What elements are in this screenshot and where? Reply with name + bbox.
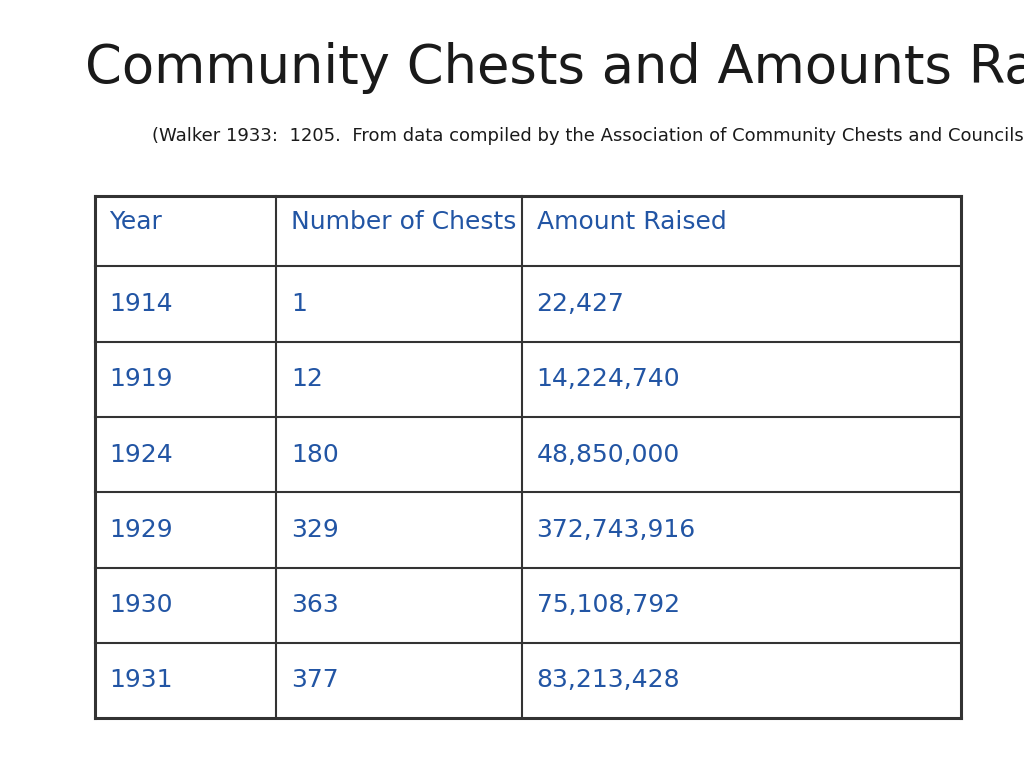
Text: 363: 363 <box>291 593 339 617</box>
Text: 1930: 1930 <box>110 593 173 617</box>
Text: 22,427: 22,427 <box>537 292 625 316</box>
Text: 1924: 1924 <box>110 442 173 467</box>
Text: (Walker 1933:  1205.  From data compiled by the Association of Community Chests : (Walker 1933: 1205. From data compiled b… <box>152 127 1024 144</box>
Text: Community Chests and Amounts Raised, 1914-1931: Community Chests and Amounts Raised, 191… <box>85 42 1024 94</box>
Text: Year: Year <box>110 210 163 233</box>
Text: Number of Chests: Number of Chests <box>291 210 516 233</box>
Text: 372,743,916: 372,743,916 <box>537 518 696 542</box>
Text: 12: 12 <box>291 367 323 391</box>
Text: 14,224,740: 14,224,740 <box>537 367 680 391</box>
Text: 180: 180 <box>291 442 339 467</box>
Text: 83,213,428: 83,213,428 <box>537 668 680 693</box>
Text: 377: 377 <box>291 668 339 693</box>
Text: 48,850,000: 48,850,000 <box>537 442 680 467</box>
Text: Amount Raised: Amount Raised <box>537 210 726 233</box>
Text: 329: 329 <box>291 518 339 542</box>
Text: 1919: 1919 <box>110 367 173 391</box>
Text: 75,108,792: 75,108,792 <box>537 593 680 617</box>
Text: 1929: 1929 <box>110 518 173 542</box>
Text: 1914: 1914 <box>110 292 173 316</box>
Text: 1: 1 <box>291 292 307 316</box>
Text: 1931: 1931 <box>110 668 173 693</box>
